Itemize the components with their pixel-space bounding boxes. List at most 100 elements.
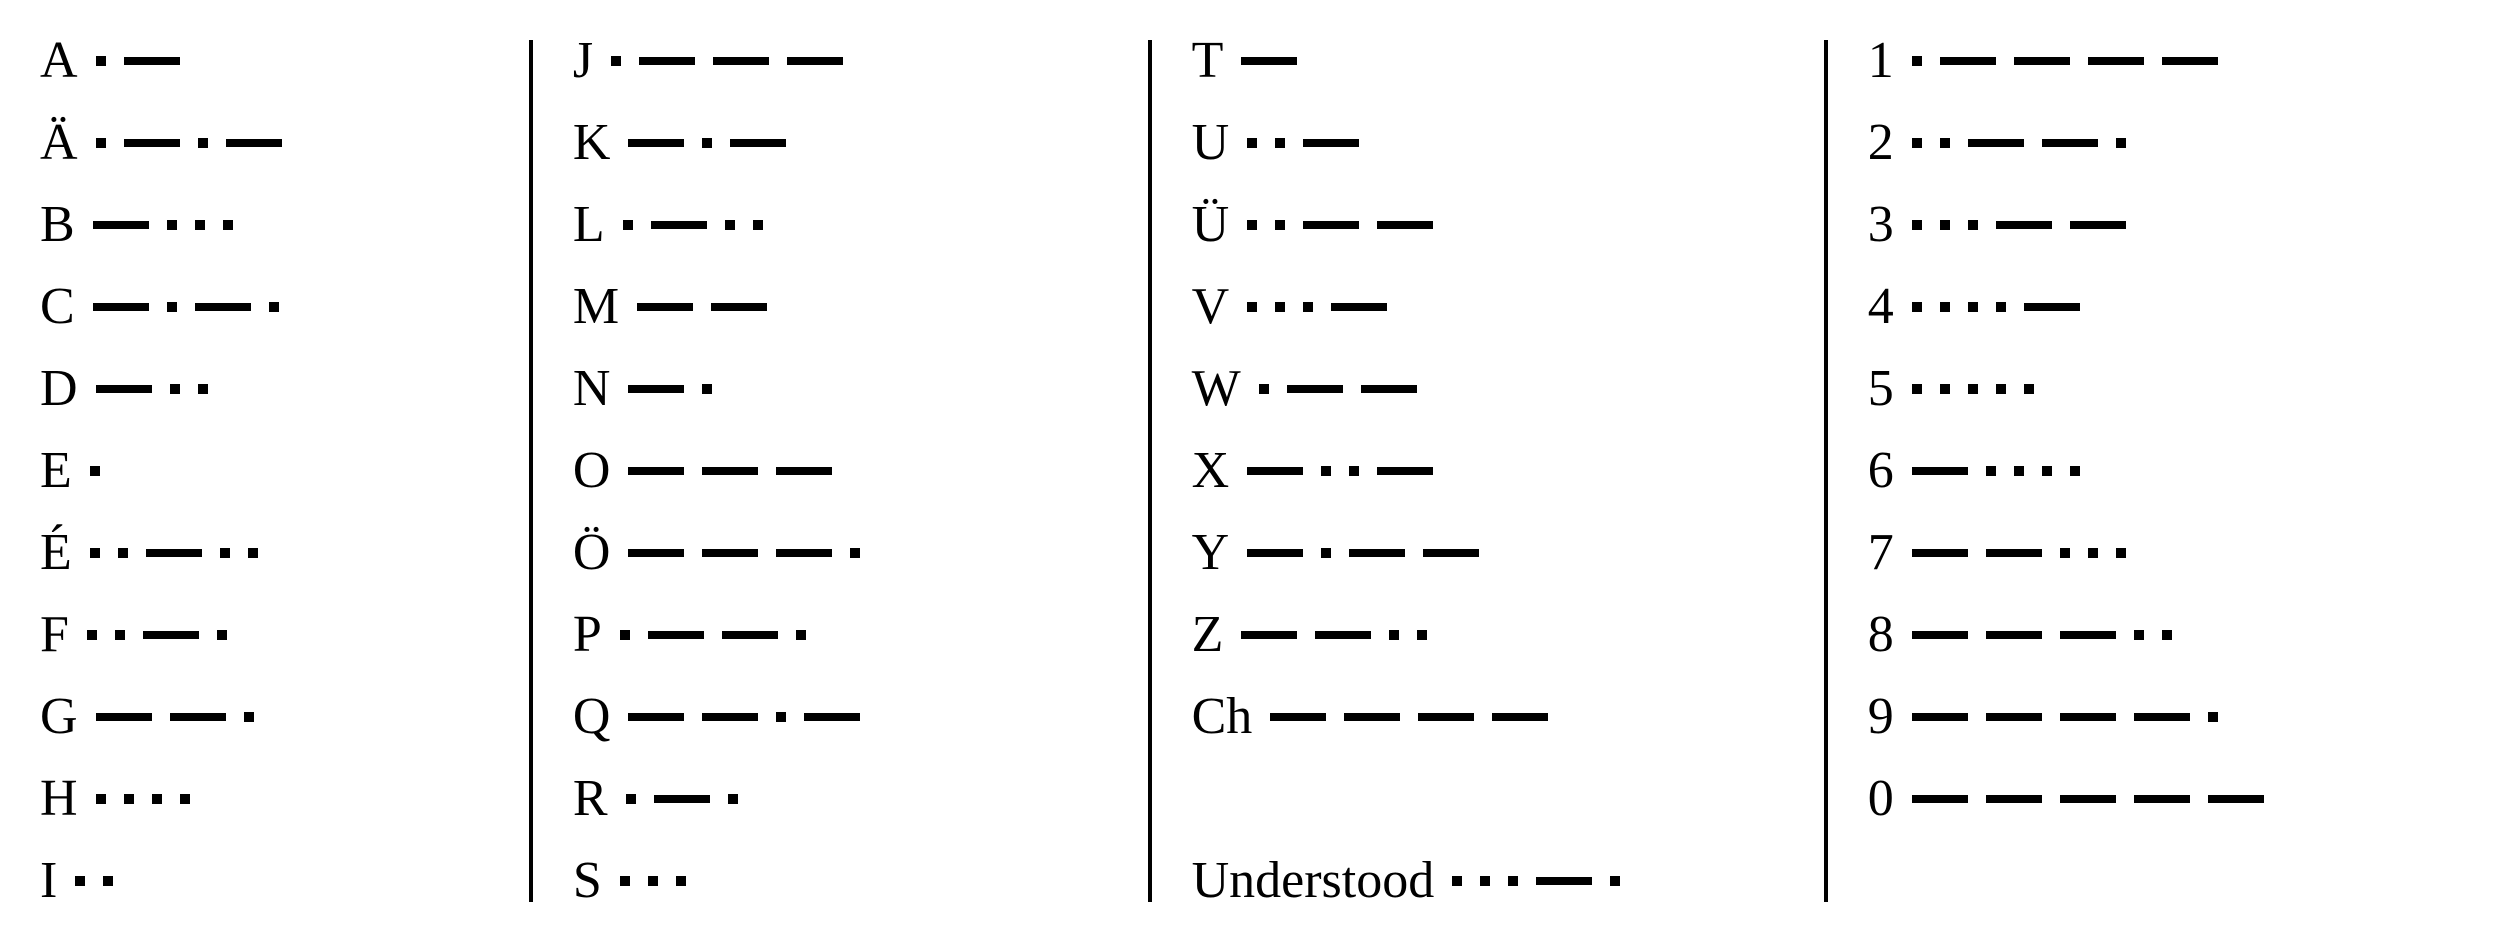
morse-code (96, 56, 180, 66)
morse-code (620, 630, 806, 640)
morse-dash (648, 631, 704, 639)
morse-dash (1912, 549, 1968, 557)
morse-code (1912, 138, 2126, 148)
morse-code (628, 712, 860, 722)
morse-dot (2116, 548, 2126, 558)
morse-entry: F (40, 594, 489, 676)
morse-dash (776, 467, 832, 475)
morse-dash (702, 467, 758, 475)
entry-label: 4 (1868, 266, 1912, 348)
entry-label: W (1192, 348, 1259, 430)
entry-label: É (40, 512, 90, 594)
column-separator (1824, 40, 1828, 902)
column-separator (1148, 40, 1152, 902)
morse-dash (2024, 303, 2080, 311)
morse-dot (96, 138, 106, 148)
morse-dot (1912, 220, 1922, 230)
morse-dash (1986, 713, 2042, 721)
morse-dot (1968, 384, 1978, 394)
morse-code (1912, 630, 2172, 640)
morse-dash (776, 549, 832, 557)
morse-dot (850, 548, 860, 558)
morse-dot (1417, 630, 1427, 640)
morse-dash (1303, 221, 1359, 229)
morse-code (1912, 712, 2218, 722)
morse-dash (1536, 877, 1592, 885)
morse-dot (1480, 876, 1490, 886)
morse-code (626, 794, 738, 804)
morse-dash (1247, 549, 1303, 557)
column: JKLMNOÖPQRS (573, 20, 1108, 922)
morse-dot (220, 548, 230, 558)
morse-entry: U (1192, 102, 1784, 184)
entry-label: A (40, 20, 96, 102)
morse-dot (1247, 138, 1257, 148)
morse-dot (248, 548, 258, 558)
morse-code (637, 303, 767, 311)
morse-dot (1303, 302, 1313, 312)
morse-dot (1321, 548, 1331, 558)
entry-label: 6 (1868, 430, 1912, 512)
morse-dot (620, 876, 630, 886)
morse-code (1912, 220, 2126, 230)
morse-entry: Q (573, 676, 1108, 758)
morse-code (1912, 548, 2126, 558)
column-separator (529, 40, 533, 902)
entry-label: 7 (1868, 512, 1912, 594)
entry-label: 1 (1868, 20, 1912, 102)
morse-entry: J (573, 20, 1108, 102)
morse-dot (753, 220, 763, 230)
morse-code (1912, 302, 2080, 312)
entry-label: E (40, 430, 90, 512)
morse-dash (2060, 631, 2116, 639)
morse-code (1247, 220, 1433, 230)
morse-entry: O (573, 430, 1108, 512)
morse-dash (146, 549, 202, 557)
morse-dot (702, 138, 712, 148)
morse-dot (103, 876, 113, 886)
morse-dot (2014, 466, 2024, 476)
morse-dash (1418, 713, 1474, 721)
morse-code (1452, 876, 1620, 886)
entry-label: L (573, 184, 623, 266)
morse-dot (180, 794, 190, 804)
morse-dot (648, 876, 658, 886)
morse-code (96, 138, 282, 148)
morse-dot (1321, 466, 1331, 476)
morse-code (87, 630, 227, 640)
morse-dash (1986, 795, 2042, 803)
morse-dot (1996, 302, 2006, 312)
morse-dash (195, 303, 251, 311)
morse-dot (702, 384, 712, 394)
morse-entry: 6 (1868, 430, 2460, 512)
morse-dash (639, 57, 695, 65)
morse-entry: Y (1192, 512, 1784, 594)
morse-dash (93, 303, 149, 311)
morse-dash (1912, 467, 1968, 475)
morse-dash (1986, 549, 2042, 557)
morse-entry: 0 (1868, 758, 2460, 840)
morse-entry: Ü (1192, 184, 1784, 266)
morse-entry: G (40, 676, 489, 758)
morse-dot (118, 548, 128, 558)
morse-dash (654, 795, 710, 803)
morse-dot (244, 712, 254, 722)
morse-dash (1287, 385, 1343, 393)
morse-dot (2060, 548, 2070, 558)
morse-code (1241, 630, 1427, 640)
morse-dash (1315, 631, 1371, 639)
morse-code (628, 548, 860, 558)
morse-entry: Ä (40, 102, 489, 184)
morse-dash (1423, 549, 1479, 557)
morse-dash (628, 467, 684, 475)
morse-entry: S (573, 840, 1108, 922)
morse-dash (96, 713, 152, 721)
morse-dash (2162, 57, 2218, 65)
morse-dash (637, 303, 693, 311)
morse-dot (1912, 384, 1922, 394)
morse-code (1247, 302, 1387, 312)
morse-code (93, 220, 233, 230)
morse-dot (2042, 466, 2052, 476)
morse-dot (87, 630, 97, 640)
entry-label: 8 (1868, 594, 1912, 676)
